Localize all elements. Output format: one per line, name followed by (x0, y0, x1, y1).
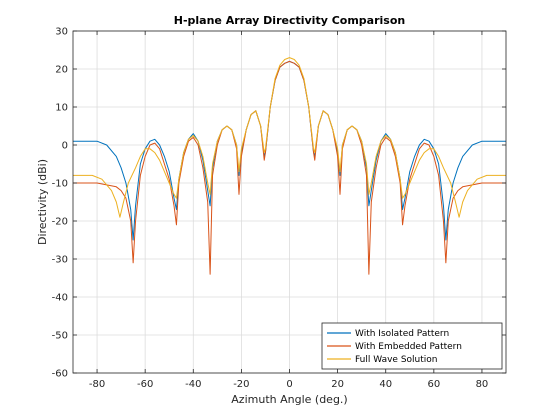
y-tick-label: -10 (52, 179, 68, 190)
y-tick-label: -40 (52, 293, 68, 304)
legend-label-2: With Embedded Pattern (355, 342, 462, 352)
y-tick-label: -30 (52, 255, 68, 266)
axis-ticks: -80 -60 -40 -20 0 20 40 60 80 -60 -50 -40 -30 -20 -10 0… (52, 27, 506, 390)
legend-label-3: Full Wave Solution (355, 355, 437, 365)
series-line-3 (73, 57, 506, 218)
legend-label-1: With Isolated Pattern (355, 329, 449, 339)
x-axis-label: Azimuth Angle (deg.) (231, 393, 347, 406)
y-axis-label: Directivity (dBi) (36, 159, 49, 245)
y-tick-label: 30 (55, 27, 68, 38)
x-tick-label: -60 (137, 379, 153, 390)
x-tick-label: -80 (89, 379, 105, 390)
y-tick-label: -20 (52, 217, 68, 228)
y-tick-label: 20 (55, 65, 68, 76)
legend: With Isolated Pattern With Embedded Patte… (321, 322, 503, 370)
series-layer (73, 57, 506, 275)
x-tick-label: 0 (286, 379, 292, 390)
y-tick-label: 0 (62, 141, 68, 152)
x-tick-label: 20 (331, 379, 344, 390)
x-tick-label: -40 (185, 379, 201, 390)
chart-title: H-plane Array Directivity Comparison (174, 14, 405, 27)
y-tick-label: -60 (52, 369, 68, 380)
y-tick-label: 10 (55, 103, 68, 114)
legend-box (321, 322, 503, 370)
x-tick-label: -20 (233, 379, 249, 390)
x-tick-label: 40 (379, 379, 392, 390)
series-line-2 (73, 60, 506, 275)
y-tick-label: -50 (52, 331, 68, 342)
x-tick-label: 80 (476, 379, 489, 390)
x-tick-label: 60 (427, 379, 440, 390)
